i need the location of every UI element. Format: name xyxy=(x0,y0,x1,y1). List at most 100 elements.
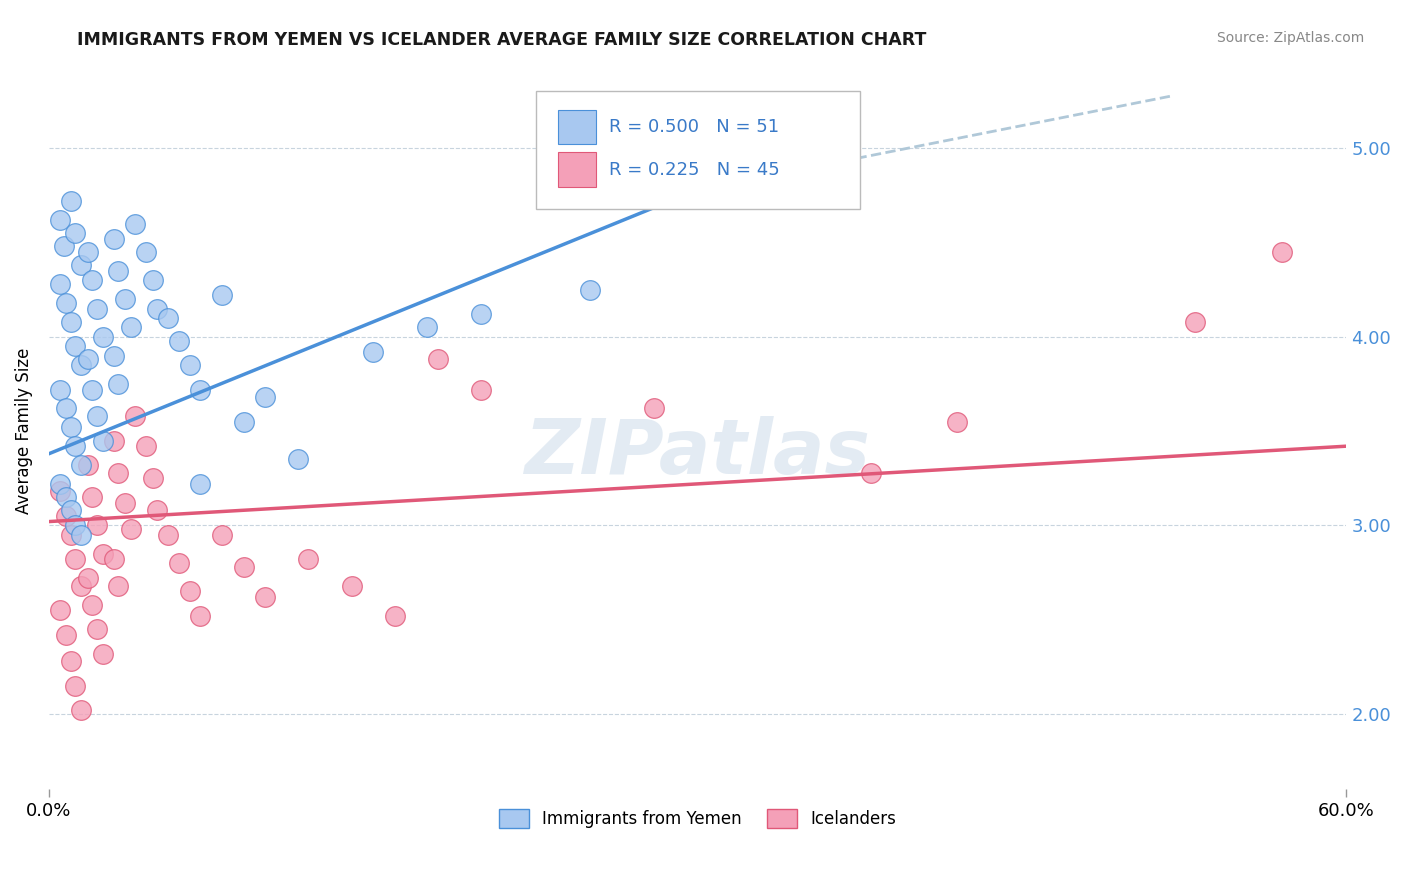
Point xyxy=(156,528,179,542)
Point xyxy=(1270,245,1292,260)
Text: R = 0.225   N = 45: R = 0.225 N = 45 xyxy=(609,161,780,178)
Y-axis label: Average Family Size: Average Family Size xyxy=(15,348,32,515)
Point xyxy=(146,503,169,517)
Point xyxy=(63,226,86,240)
Point xyxy=(124,217,146,231)
Text: Source: ZipAtlas.com: Source: ZipAtlas.com xyxy=(1216,31,1364,45)
Bar xyxy=(558,110,596,144)
Point xyxy=(103,434,125,448)
Point xyxy=(135,245,157,260)
Point xyxy=(146,301,169,316)
Point xyxy=(86,301,108,316)
Point xyxy=(53,239,76,253)
Point xyxy=(91,330,114,344)
Point xyxy=(77,245,100,260)
Point xyxy=(142,273,165,287)
FancyBboxPatch shape xyxy=(536,91,860,209)
Point xyxy=(82,273,104,287)
Point xyxy=(59,194,82,209)
Point xyxy=(120,522,142,536)
Point xyxy=(427,352,450,367)
Point xyxy=(63,339,86,353)
Point xyxy=(70,358,93,372)
Point xyxy=(114,292,136,306)
Point xyxy=(859,466,882,480)
Point xyxy=(55,401,77,416)
Point xyxy=(470,307,492,321)
Point xyxy=(297,552,319,566)
Point xyxy=(188,608,211,623)
Text: ZIPatlas: ZIPatlas xyxy=(524,416,870,490)
Point xyxy=(167,334,190,348)
Point xyxy=(124,409,146,423)
Point xyxy=(156,311,179,326)
Point xyxy=(86,518,108,533)
Point xyxy=(82,383,104,397)
Bar xyxy=(558,153,596,186)
Point xyxy=(63,679,86,693)
Point xyxy=(91,547,114,561)
Point xyxy=(70,703,93,717)
Point xyxy=(1184,315,1206,329)
Point xyxy=(103,349,125,363)
Point xyxy=(49,603,72,617)
Point xyxy=(55,296,77,310)
Point xyxy=(82,598,104,612)
Text: R = 0.500   N = 51: R = 0.500 N = 51 xyxy=(609,118,779,136)
Point xyxy=(232,415,254,429)
Point xyxy=(179,358,201,372)
Point xyxy=(167,556,190,570)
Point xyxy=(63,439,86,453)
Point xyxy=(179,584,201,599)
Point xyxy=(643,401,665,416)
Point xyxy=(59,528,82,542)
Point xyxy=(70,258,93,272)
Point xyxy=(188,476,211,491)
Point xyxy=(63,552,86,566)
Point xyxy=(59,654,82,668)
Point xyxy=(49,476,72,491)
Point xyxy=(135,439,157,453)
Point xyxy=(86,622,108,636)
Point xyxy=(86,409,108,423)
Point xyxy=(120,320,142,334)
Point xyxy=(416,320,439,334)
Point xyxy=(59,315,82,329)
Point xyxy=(188,383,211,397)
Point xyxy=(107,466,129,480)
Point xyxy=(49,213,72,227)
Point xyxy=(103,552,125,566)
Point xyxy=(49,383,72,397)
Point xyxy=(70,579,93,593)
Point xyxy=(70,528,93,542)
Legend: Immigrants from Yemen, Icelanders: Immigrants from Yemen, Icelanders xyxy=(492,802,903,835)
Point xyxy=(114,496,136,510)
Point xyxy=(77,352,100,367)
Point xyxy=(254,390,277,404)
Point xyxy=(384,608,406,623)
Point xyxy=(340,579,363,593)
Point xyxy=(211,288,233,302)
Point xyxy=(578,283,600,297)
Point xyxy=(77,571,100,585)
Point xyxy=(211,528,233,542)
Point xyxy=(946,415,969,429)
Point xyxy=(55,490,77,504)
Point xyxy=(63,518,86,533)
Point xyxy=(59,420,82,434)
Point xyxy=(103,232,125,246)
Point xyxy=(82,490,104,504)
Text: IMMIGRANTS FROM YEMEN VS ICELANDER AVERAGE FAMILY SIZE CORRELATION CHART: IMMIGRANTS FROM YEMEN VS ICELANDER AVERA… xyxy=(77,31,927,49)
Point xyxy=(49,277,72,291)
Point xyxy=(254,590,277,604)
Point xyxy=(91,434,114,448)
Point xyxy=(287,452,309,467)
Point xyxy=(77,458,100,472)
Point xyxy=(363,345,385,359)
Point xyxy=(55,508,77,523)
Point xyxy=(107,264,129,278)
Point xyxy=(107,579,129,593)
Point xyxy=(59,503,82,517)
Point xyxy=(55,628,77,642)
Point xyxy=(70,458,93,472)
